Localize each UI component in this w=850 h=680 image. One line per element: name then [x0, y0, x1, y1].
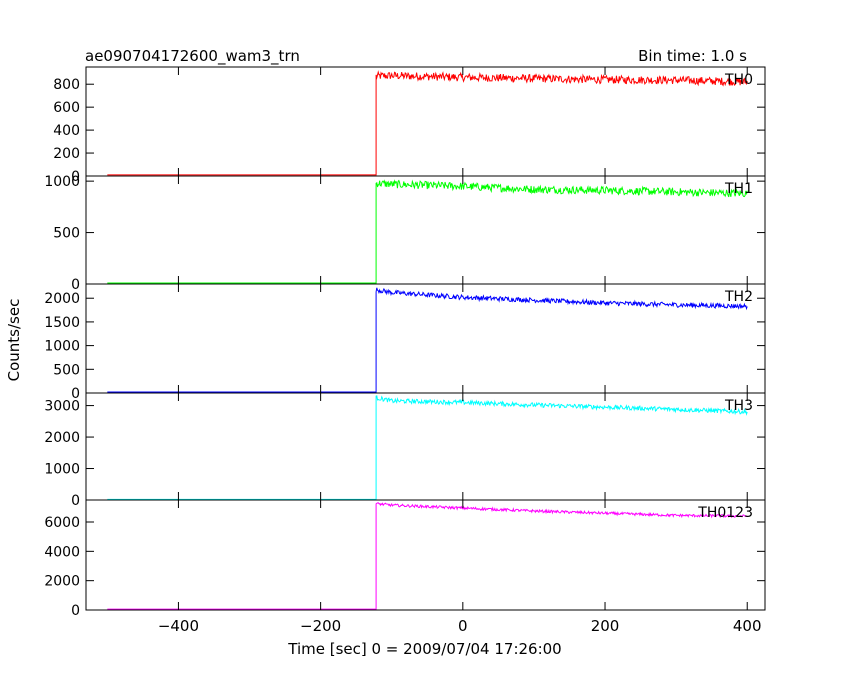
- panel-group: 0 200 400 600 800 TH0 0 500 1000 TH1 0 500 1000 1500 2…: [44, 66, 766, 619]
- y-tick-label: 500: [53, 362, 80, 378]
- x-tick-label: −200: [300, 617, 341, 635]
- y-tick-label: 1000: [44, 462, 80, 478]
- series-line-th3: [107, 395, 748, 500]
- y-tick-label: 0: [71, 493, 80, 509]
- y-tick-label: 400: [53, 123, 80, 139]
- series-line-th0123: [107, 502, 748, 610]
- panel-th3: 0 1000 2000 3000 TH3: [44, 392, 766, 509]
- panel-label-th1: TH1: [724, 181, 753, 197]
- y-axis-label: Counts/sec: [5, 299, 23, 382]
- y-tick-label: 500: [53, 226, 80, 242]
- x-tick-label: −400: [158, 617, 199, 635]
- panel-frame: [85, 175, 766, 285]
- y-tick-label: 0: [71, 169, 80, 185]
- y-tick-label: 6000: [44, 515, 80, 531]
- y-tick-label: 0: [71, 386, 80, 402]
- series-line-th0: [107, 70, 748, 176]
- chart-title: ae090704172600_wam3_trn: [85, 47, 300, 66]
- y-tick-label: 1000: [44, 174, 80, 190]
- series-line-th2: [107, 287, 748, 393]
- y-tick-label: 2000: [44, 574, 80, 590]
- panel-label-th0: TH0: [724, 72, 753, 88]
- y-tick-label: 200: [53, 146, 80, 162]
- bin-time-label: Bin time: 1.0 s: [638, 47, 747, 65]
- x-tick-labels: −400 −200 0 200 400: [158, 617, 762, 635]
- y-tick-label: 1500: [44, 315, 80, 331]
- x-axis-label: Time [sec] 0 = 2009/07/04 17:26:00: [287, 640, 561, 658]
- y-tick-label: 2000: [44, 291, 80, 307]
- y-tick-label: 3000: [44, 399, 80, 415]
- y-tick-label: 1000: [44, 339, 80, 355]
- x-tick-label: 400: [733, 617, 762, 635]
- y-tick-label: 2000: [44, 430, 80, 446]
- panel-th2: 0 500 1000 1500 2000 TH2: [44, 283, 766, 402]
- panel-frame: [85, 283, 766, 394]
- panel-frame: [85, 499, 766, 611]
- panel-label-th3: TH3: [724, 398, 753, 414]
- panel-label-th2: TH2: [724, 289, 753, 305]
- panel-label-th0123: TH0123: [697, 505, 753, 521]
- y-tick-label: 0: [71, 277, 80, 293]
- panel-th0123: 0 2000 4000 6000 TH0123: [44, 499, 766, 619]
- y-tick-label: 600: [53, 100, 80, 116]
- series-line-th1: [107, 179, 748, 284]
- panel-th0: 0 200 400 600 800 TH0: [53, 66, 766, 185]
- x-tick-label: 200: [591, 617, 620, 635]
- panel-frame: [85, 66, 766, 177]
- x-tick-label: 0: [458, 617, 468, 635]
- y-tick-label: 4000: [44, 544, 80, 560]
- y-tick-label: 800: [53, 77, 80, 93]
- panel-th1: 0 500 1000 TH1: [44, 174, 766, 293]
- y-tick-label: 0: [71, 603, 80, 619]
